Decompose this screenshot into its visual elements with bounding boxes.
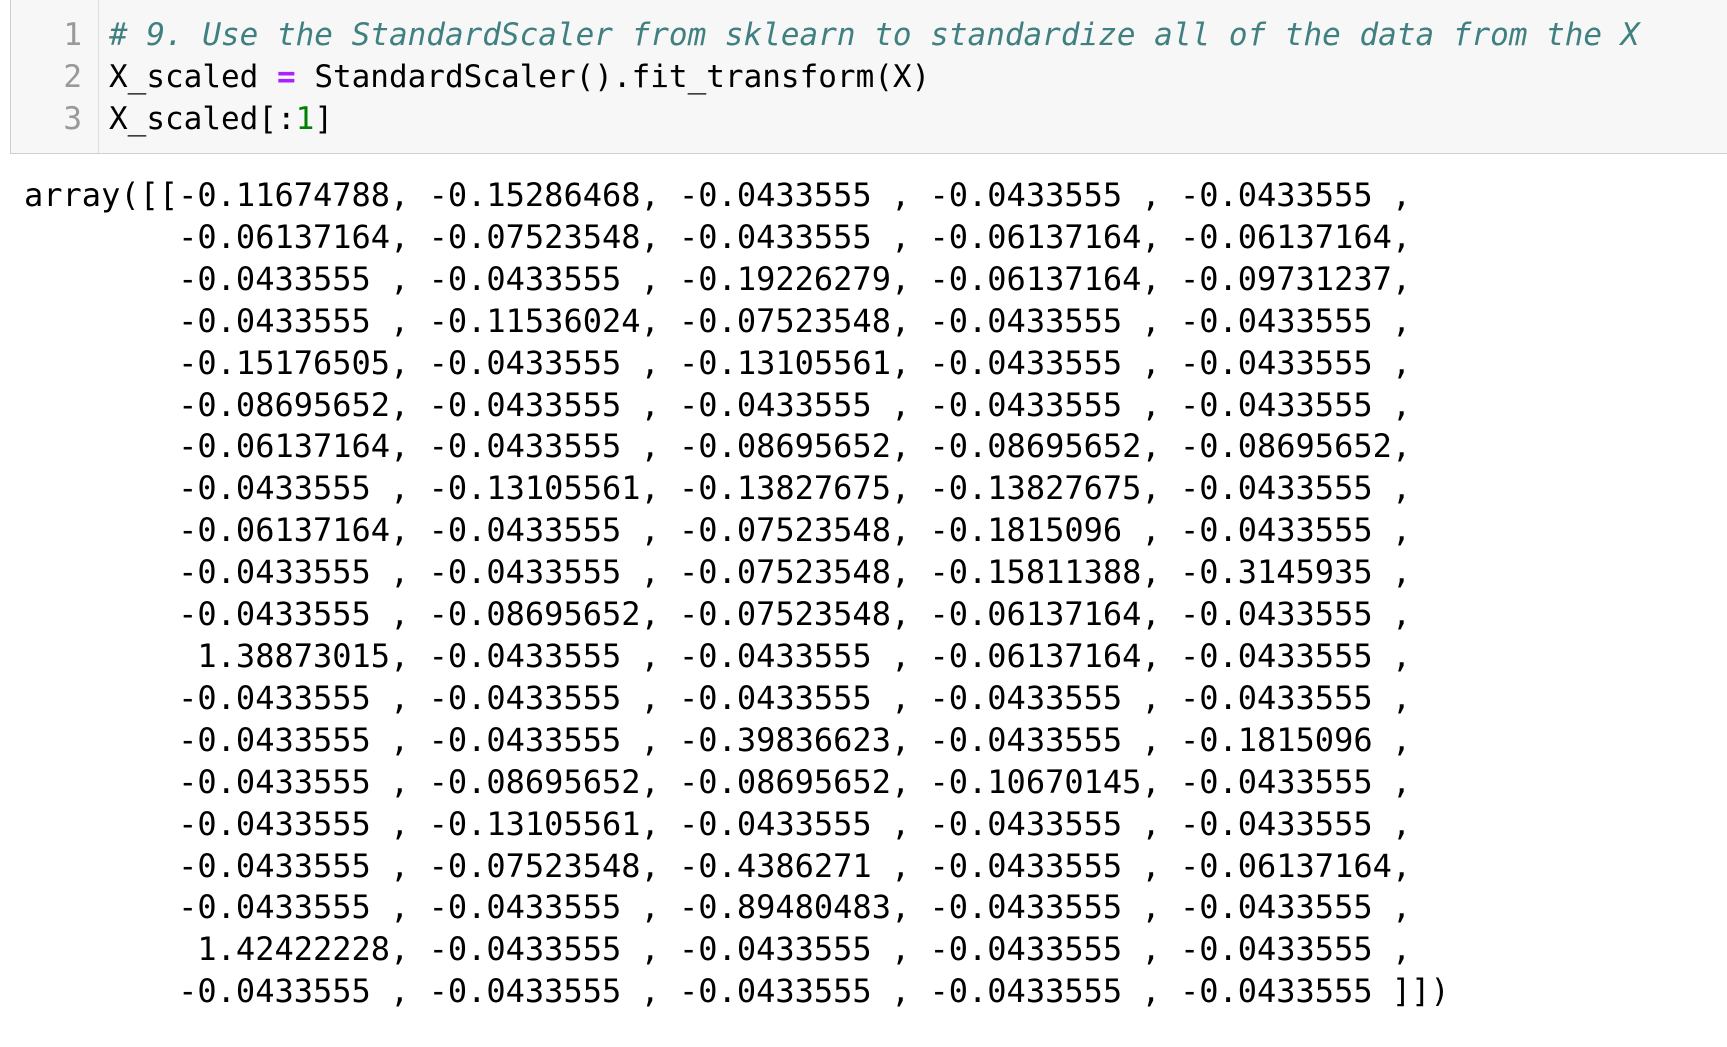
- line-number-gutter: 1 2 3: [11, 0, 99, 153]
- output-line: -0.0433555 , -0.0433555 , -0.07523548, -…: [24, 553, 1412, 592]
- code-line-3: X_scaled[:1]: [109, 98, 1639, 140]
- output-line: array([[-0.11674788, -0.15286468, -0.043…: [24, 176, 1412, 214]
- code-input-cell[interactable]: 1 2 3 # 9. Use the StandardScaler from s…: [10, 0, 1727, 154]
- output-line: -0.0433555 , -0.0433555 , -0.0433555 , -…: [24, 972, 1450, 1011]
- code-line-2: X_scaled = StandardScaler().fit_transfor…: [109, 56, 1639, 98]
- output-line: -0.0433555 , -0.08695652, -0.07523548, -…: [24, 595, 1412, 634]
- output-line: -0.06137164, -0.0433555 , -0.07523548, -…: [24, 511, 1412, 550]
- line-number: 3: [63, 101, 82, 137]
- output-line: -0.0433555 , -0.13105561, -0.0433555 , -…: [24, 804, 1412, 843]
- output-line: -0.0433555 , -0.11536024, -0.07523548, -…: [24, 301, 1412, 340]
- cell-output: array([[-0.11674788, -0.15286468, -0.043…: [24, 175, 1450, 1013]
- output-line: -0.15176505, -0.0433555 , -0.13105561, -…: [24, 343, 1412, 382]
- code-text: StandardScaler().fit_transform(X): [295, 59, 931, 95]
- line-number: 1: [63, 17, 82, 53]
- output-line: -0.0433555 , -0.0433555 , -0.0433555 , -…: [24, 678, 1412, 717]
- output-line: -0.0433555 , -0.0433555 , -0.89480483, -…: [24, 888, 1412, 927]
- output-line: -0.0433555 , -0.13105561, -0.13827675, -…: [24, 469, 1412, 508]
- code-comment: # 9. Use the StandardScaler from sklearn…: [109, 17, 1640, 53]
- assignment-operator: =: [276, 59, 296, 95]
- code-text: X_scaled[:: [109, 101, 296, 137]
- output-line: -0.06137164, -0.07523548, -0.0433555 , -…: [24, 217, 1412, 256]
- code-text: ]: [314, 101, 333, 137]
- output-line: 1.38873015, -0.0433555 , -0.0433555 , -0…: [24, 636, 1412, 675]
- output-line: -0.0433555 , -0.0433555 , -0.39836623, -…: [24, 720, 1412, 759]
- code-text: X_scaled: [109, 59, 277, 95]
- line-number: 2: [63, 59, 82, 95]
- code-editor[interactable]: # 9. Use the StandardScaler from sklearn…: [109, 14, 1639, 140]
- output-line: -0.06137164, -0.0433555 , -0.08695652, -…: [24, 427, 1412, 466]
- output-line: -0.08695652, -0.0433555 , -0.0433555 , -…: [24, 385, 1412, 424]
- output-line: -0.0433555 , -0.0433555 , -0.19226279, -…: [24, 259, 1412, 298]
- output-line: 1.42422228, -0.0433555 , -0.0433555 , -0…: [24, 930, 1412, 969]
- code-line-1: # 9. Use the StandardScaler from sklearn…: [109, 14, 1639, 56]
- code-number-literal: 1: [295, 101, 315, 137]
- output-line: -0.0433555 , -0.08695652, -0.08695652, -…: [24, 762, 1412, 801]
- output-line: -0.0433555 , -0.07523548, -0.4386271 , -…: [24, 846, 1412, 885]
